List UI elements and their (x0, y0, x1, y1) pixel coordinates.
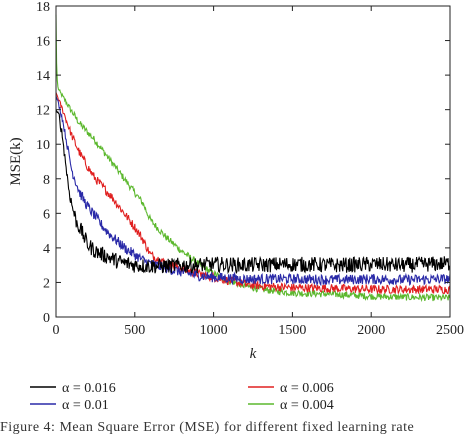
legend: α = 0.016 α = 0.006 α = 0.01 α = 0.004 (30, 381, 334, 413)
x-tick-label: 2500 (436, 323, 464, 338)
y-tick-label: 2 (43, 276, 50, 291)
series-line-1 (55, 95, 451, 287)
x-axis-label: k (250, 346, 257, 362)
y-tick-label: 8 (43, 173, 50, 188)
plot-lines (55, 14, 451, 303)
y-tick-label: 6 (43, 207, 50, 222)
y-tick-label: 12 (36, 104, 50, 119)
x-tick-label: 2000 (357, 323, 385, 338)
y-tick-label: 4 (43, 242, 50, 257)
y-axis: 0 2 4 6 8 10 12 14 16 18 (36, 0, 450, 326)
y-tick-label: 10 (36, 138, 50, 153)
mse-chart: 0 500 1000 1500 2000 2500 0 2 4 6 8 10 12 14 16 18 k M… (8, 0, 464, 413)
x-tick-label: 1000 (200, 323, 228, 338)
legend-label-1: α = 0.01 (62, 398, 109, 413)
x-axis: 0 500 1000 1500 2000 2500 (53, 6, 464, 338)
series-line-3 (55, 14, 451, 303)
y-tick-label: 14 (36, 69, 50, 84)
legend-label-0: α = 0.016 (62, 381, 116, 396)
legend-label-3: α = 0.004 (280, 398, 334, 413)
plot-frame (55, 5, 451, 318)
x-tick-label: 0 (53, 323, 60, 338)
figure-caption: Figure 4: Mean Square Error (MSE) for di… (0, 420, 415, 435)
legend-label-2: α = 0.006 (280, 381, 334, 396)
y-tick-label: 16 (36, 35, 50, 50)
series-line-0 (55, 109, 451, 275)
y-tick-label: 0 (43, 311, 50, 326)
x-tick-label: 500 (124, 323, 145, 338)
y-axis-label: MSE(k) (8, 137, 24, 185)
series-line-2 (55, 92, 451, 295)
y-tick-label: 18 (36, 0, 50, 15)
x-tick-label: 1500 (278, 323, 306, 338)
